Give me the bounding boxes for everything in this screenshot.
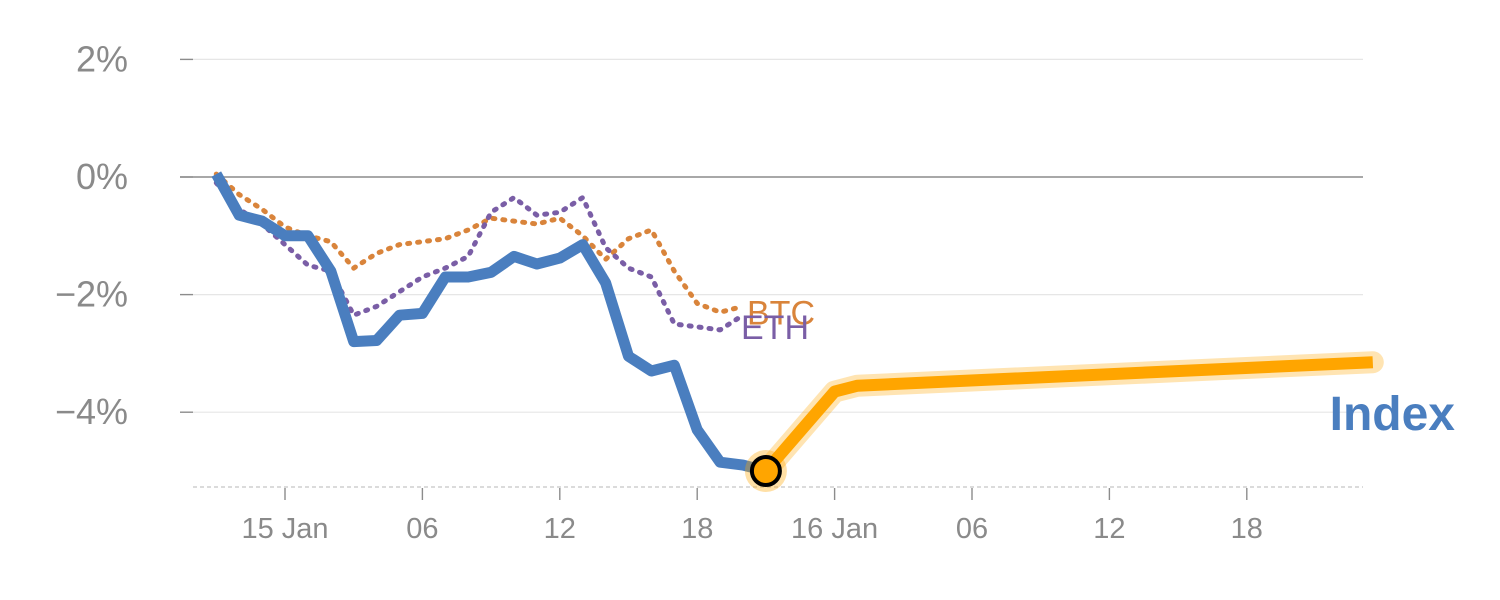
x-tick-label: 12 (1093, 513, 1125, 545)
grid-lines (180, 58, 1363, 413)
x-tick-label: 12 (544, 513, 576, 545)
y-axis: 2% 0% −2% −4% (55, 38, 193, 432)
x-tick-label: 18 (681, 513, 713, 545)
y-tick-label: 0% (76, 156, 128, 197)
index-series-label: Index (1330, 388, 1456, 441)
x-tick-label: 18 (1231, 513, 1263, 545)
eth-line (213, 180, 746, 333)
x-tick-label: 15 Jan (241, 513, 328, 545)
x-tick-label: 06 (406, 513, 438, 545)
series-lines (211, 171, 1384, 482)
index-line (211, 171, 768, 477)
y-tick-label: −2% (55, 274, 128, 315)
x-tick-label: 06 (956, 513, 988, 545)
current-point-marker (744, 450, 787, 492)
index-forecast-line (761, 356, 1374, 475)
x-axis: 15 Jan 06 12 18 16 Jan 06 12 18 (193, 486, 1363, 545)
y-tick-label: 2% (76, 38, 128, 79)
btc-series-label: BTC (747, 294, 815, 332)
marker-dot (749, 455, 782, 487)
series-labels: BTC ETH Index (741, 294, 1455, 441)
eth-series-label: ETH (741, 309, 809, 347)
y-tick-label: −4% (55, 391, 128, 432)
btc-line (213, 171, 746, 315)
x-tick-label: 16 Jan (791, 513, 878, 545)
